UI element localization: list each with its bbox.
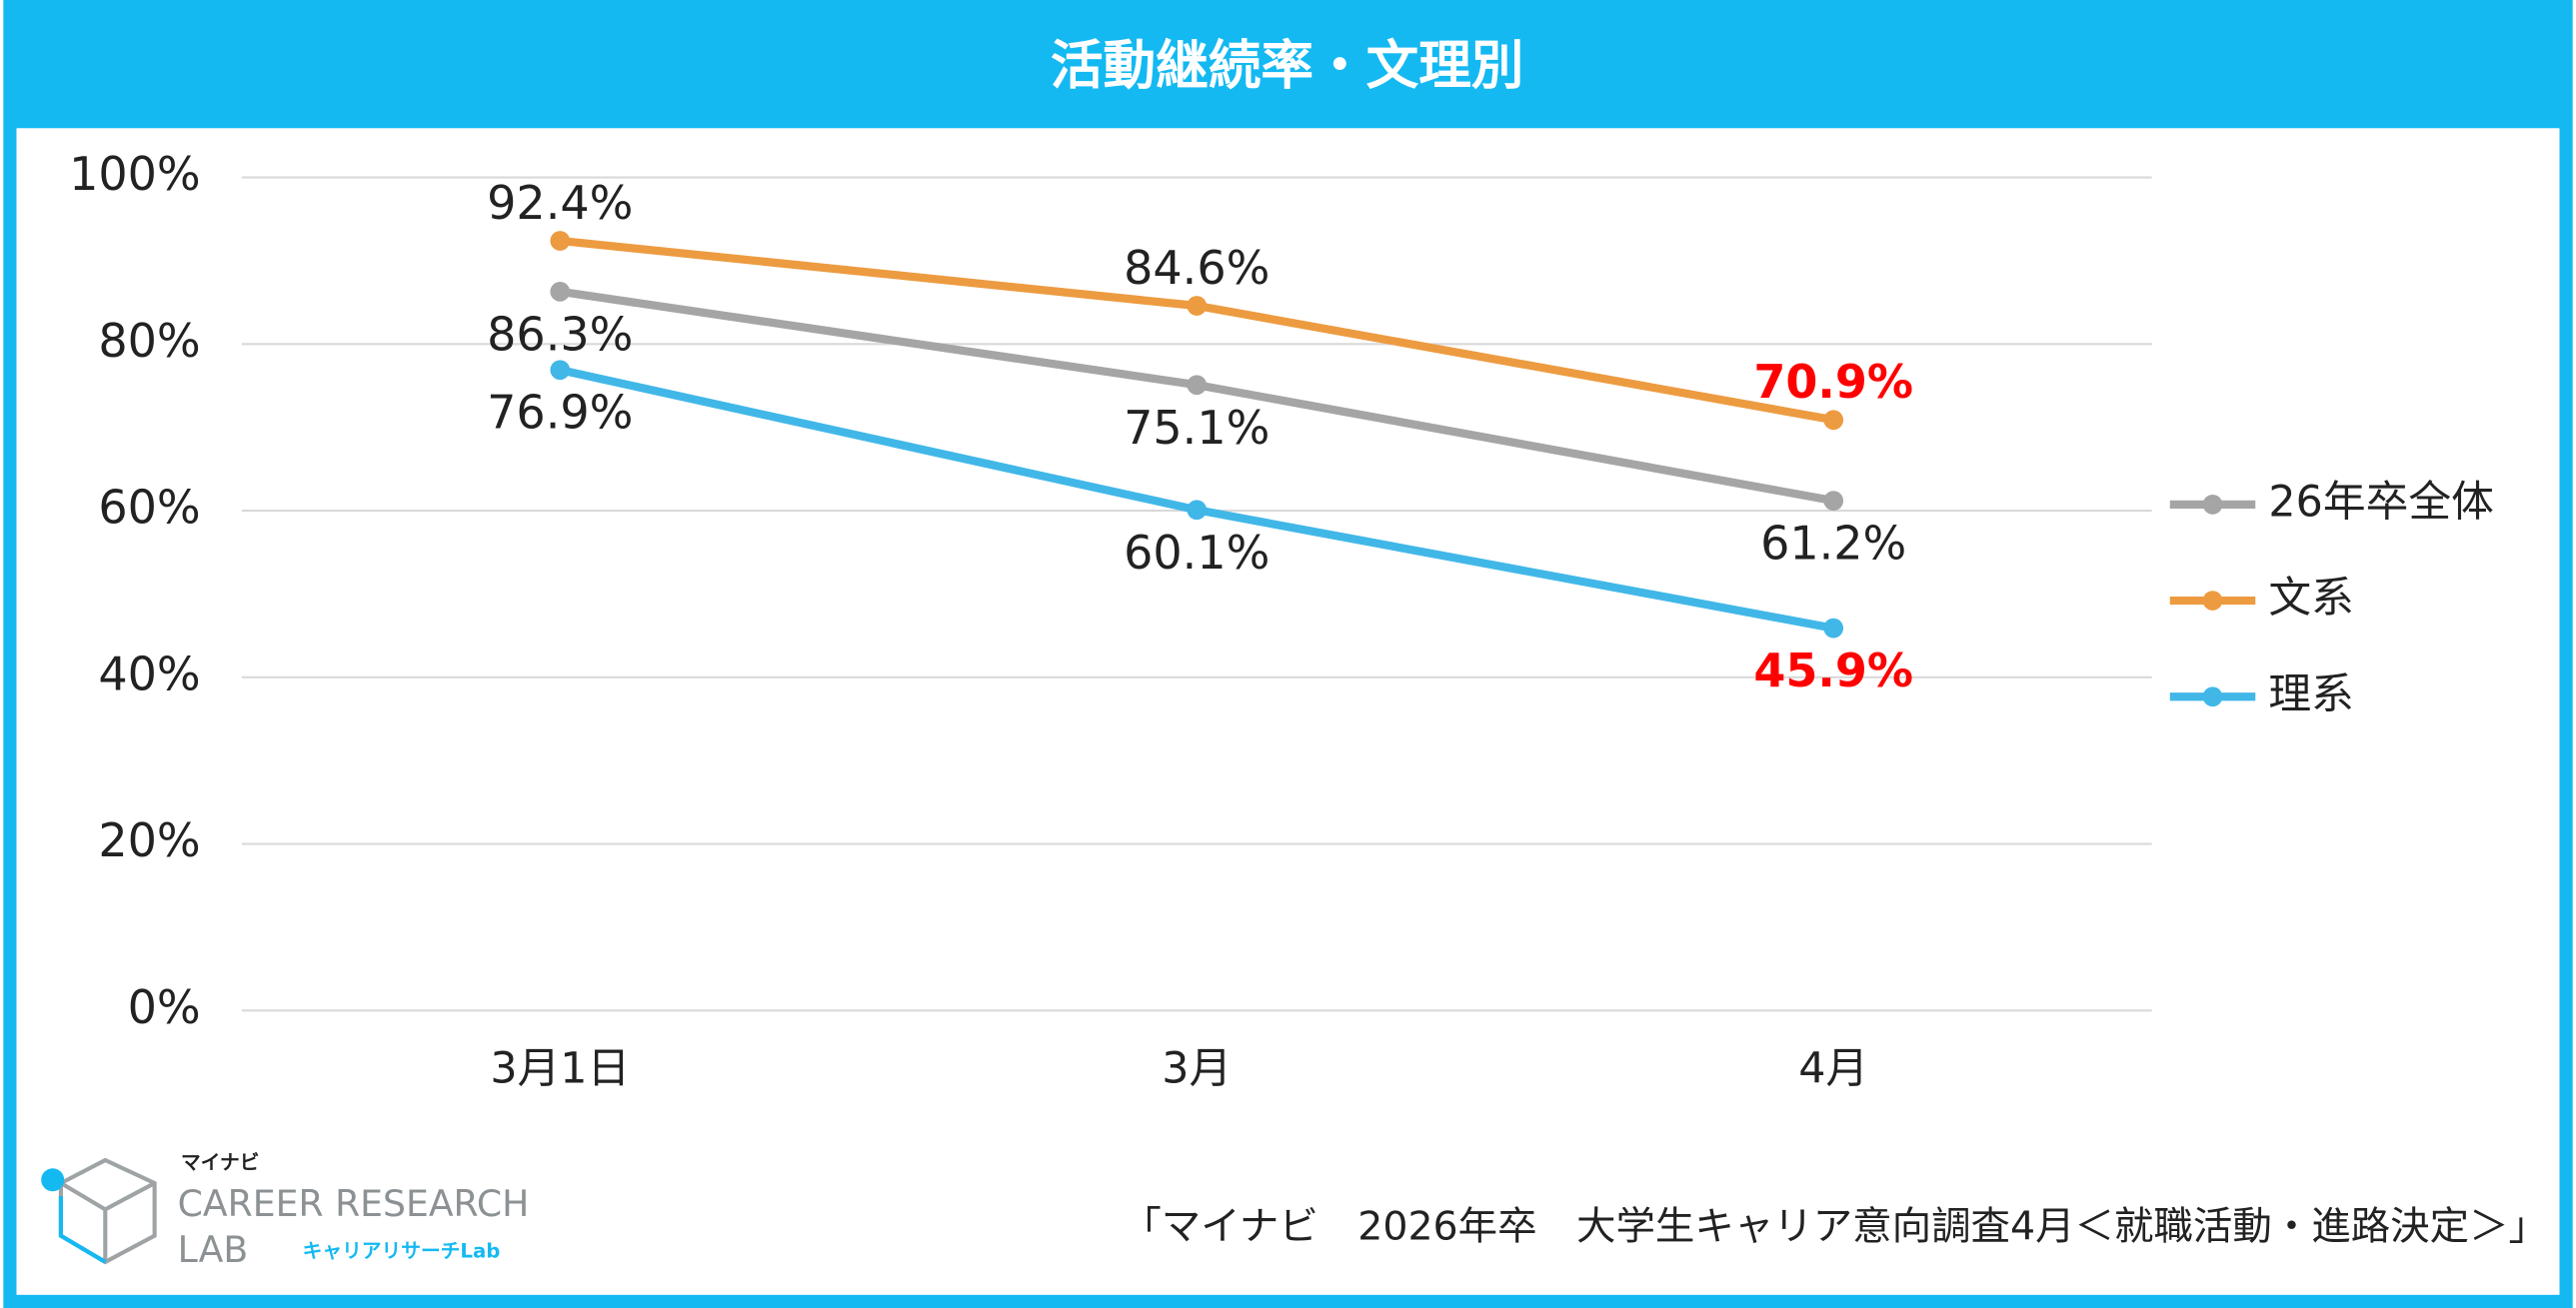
legend-marker: [2202, 591, 2223, 611]
x-tick-label: 4月: [1798, 1044, 1868, 1094]
y-tick-label: 0%: [128, 980, 201, 1034]
chart-title: 活動継続率・文理別: [1051, 36, 1524, 97]
logo-lab: LAB: [178, 1228, 249, 1271]
data-point: [1187, 500, 1208, 521]
data-point: [550, 231, 571, 251]
legend-label: 文系: [2268, 574, 2354, 624]
data-label: 70.9%: [1753, 355, 1913, 409]
data-label: 84.6%: [1124, 241, 1270, 295]
y-tick-label: 80%: [98, 314, 200, 368]
data-point: [1823, 410, 1844, 431]
x-tick-label: 3月: [1162, 1044, 1232, 1094]
data-label: 76.9%: [487, 386, 633, 440]
legend-marker: [2202, 686, 2223, 707]
data-label: 86.3%: [487, 307, 633, 361]
source-note: 「マイナビ 2026年卒 大学生キャリア意向調査4月＜就職活動・進路決定＞」: [1122, 1204, 2548, 1250]
logo-top: マイナビ: [181, 1151, 259, 1174]
y-tick-label: 20%: [98, 813, 200, 867]
legend-label: 理系: [2268, 669, 2354, 719]
y-tick-label: 60%: [98, 481, 200, 535]
panel: [16, 128, 2560, 1295]
logo-dot: [41, 1168, 65, 1192]
legend-marker: [2202, 494, 2223, 515]
data-label: 60.1%: [1124, 526, 1270, 580]
data-point: [1187, 296, 1208, 316]
y-tick-label: 100%: [69, 147, 201, 201]
data-point: [550, 360, 571, 381]
logo-main: CAREER RESEARCH: [178, 1182, 530, 1225]
logo-sub: キャリアリサーチLab: [303, 1240, 501, 1263]
data-point: [1187, 375, 1208, 396]
logo-icon: [58, 1157, 157, 1265]
data-label: 61.2%: [1760, 517, 1906, 571]
data-label: 92.4%: [487, 176, 633, 230]
y-tick-label: 40%: [98, 647, 200, 700]
data-point: [1823, 618, 1844, 639]
legend-label: 26年卒全体: [2268, 477, 2493, 527]
data-label: 75.1%: [1124, 401, 1270, 455]
data-point: [1823, 491, 1844, 511]
data-label: 45.9%: [1753, 644, 1913, 697]
x-tick-label: 3月1日: [490, 1044, 630, 1094]
data-point: [550, 281, 571, 302]
